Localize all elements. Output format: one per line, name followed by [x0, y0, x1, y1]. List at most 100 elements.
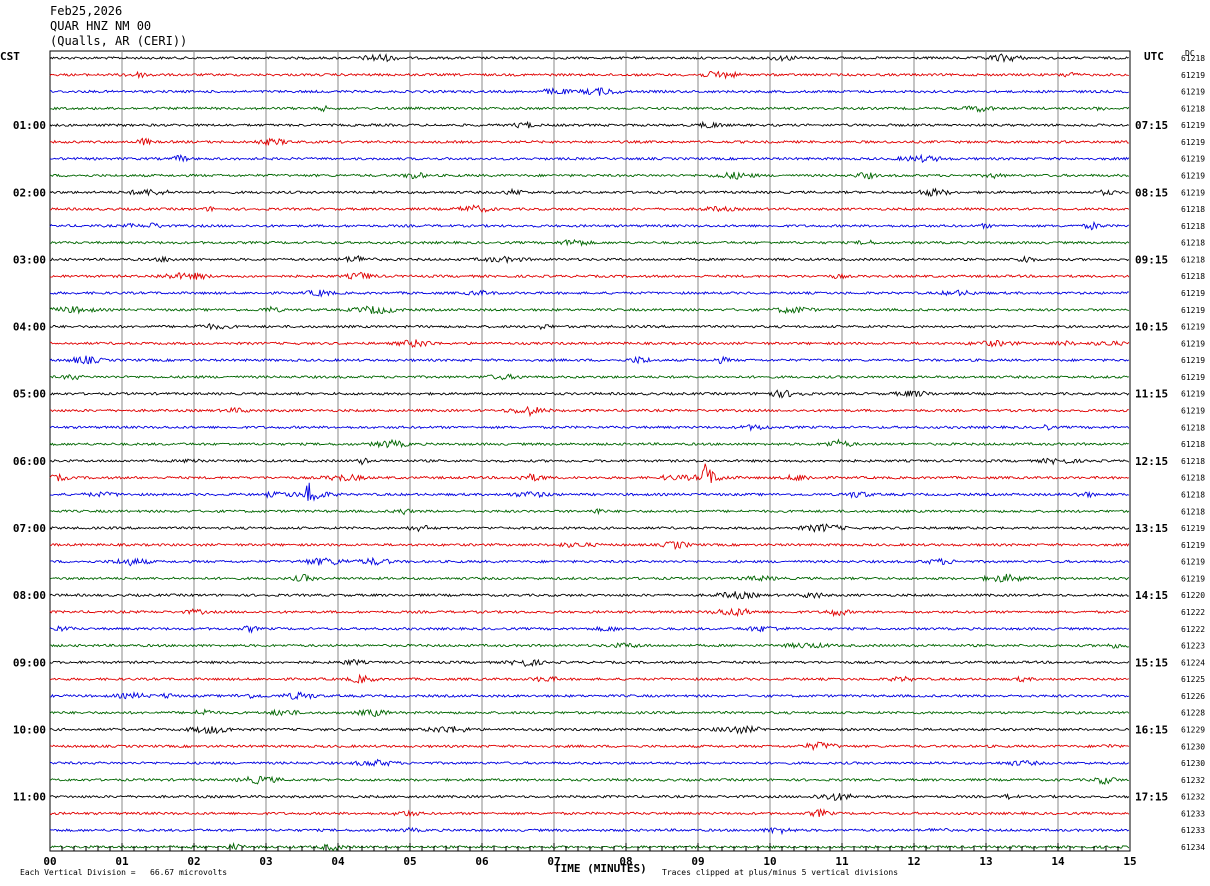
dc-offset-label: 61218 — [1181, 104, 1205, 113]
seismic-trace — [49, 171, 1130, 180]
seismic-trace — [49, 424, 1130, 432]
dc-offset-label: 61228 — [1181, 709, 1205, 718]
seismic-trace — [49, 137, 1129, 147]
right-hour-label: 16:15 — [1135, 723, 1168, 736]
seismic-trace — [49, 104, 1130, 113]
dc-offset-label: 61222 — [1181, 608, 1205, 617]
dc-offset-label: 61219 — [1181, 339, 1205, 348]
trace-group — [49, 53, 1130, 852]
seismic-trace — [49, 708, 1130, 718]
x-axis-title: TIME (MINUTES) — [554, 862, 647, 875]
seismic-trace — [49, 625, 1130, 634]
dc-offset-label: 61219 — [1181, 138, 1205, 147]
seismic-trace — [49, 438, 1129, 449]
dc-offset-label: 61219 — [1181, 407, 1205, 416]
right-hour-labels: 07:15 08:15 09:15 10:15 11:15 12:15 13:15 14:15… — [1135, 119, 1168, 803]
seismic-trace — [49, 405, 1129, 418]
dc-offset-label: 61224 — [1181, 658, 1205, 667]
dc-column-header: DC — [1185, 49, 1195, 58]
clip-note: Traces clipped at plus/minus 5 vertical … — [662, 868, 899, 877]
right-hour-label: 15:15 — [1135, 656, 1168, 669]
left-hour-label: 01:00 — [13, 119, 46, 132]
left-hour-label: 08:00 — [13, 589, 46, 602]
left-hour-label: 11:00 — [13, 791, 46, 804]
right-hour-label: 07:15 — [1135, 119, 1168, 132]
seismic-trace — [49, 541, 1130, 551]
seismic-trace — [49, 238, 1130, 247]
seismic-trace — [49, 641, 1129, 650]
dc-offset-label: 61226 — [1181, 692, 1205, 701]
x-tick-label: 07 — [547, 855, 560, 868]
dc-offset-label: 61218 — [1181, 255, 1205, 264]
dc-offset-label: 61219 — [1181, 356, 1205, 365]
seismic-trace — [49, 323, 1130, 331]
seismic-trace — [49, 691, 1129, 701]
left-hour-label: 03:00 — [13, 253, 46, 266]
seismic-trace — [49, 573, 1130, 583]
dc-offset-label: 61218 — [1181, 239, 1205, 248]
x-axis: 00 01 02 03 04 05 06 07 08 09 10 11 12 13 14 15 — [43, 843, 1137, 868]
left-hour-label: 07:00 — [13, 522, 46, 535]
dc-offset-label: 61218 — [1181, 54, 1205, 63]
seismic-trace — [49, 792, 1130, 801]
dc-offset-label: 61219 — [1181, 289, 1205, 298]
seismic-trace — [49, 724, 1130, 735]
dc-offset-label: 61230 — [1181, 742, 1205, 751]
seismic-trace — [49, 808, 1130, 818]
seismic-trace — [49, 463, 1130, 484]
seismic-trace — [49, 741, 1130, 752]
scale-note: Each Vertical Division = 66.67 microvolt… — [20, 868, 228, 877]
seismic-trace — [49, 339, 1130, 348]
right-hour-label: 10:15 — [1135, 321, 1168, 334]
x-tick-label: 04 — [331, 855, 345, 868]
dc-offset-label: 61219 — [1181, 88, 1205, 97]
left-hour-label: 04:00 — [13, 321, 46, 334]
seismic-trace — [49, 255, 1130, 265]
seismic-trace — [49, 220, 1129, 231]
dc-offset-label: 61219 — [1181, 306, 1205, 315]
seismic-trace — [49, 53, 1129, 64]
dc-offset-label: 61218 — [1181, 222, 1205, 231]
dc-offset-label: 61220 — [1181, 591, 1205, 600]
x-tick-label: 05 — [403, 855, 416, 868]
dc-offset-label: 61223 — [1181, 642, 1205, 651]
dc-offset-label: 61234 — [1181, 843, 1205, 852]
seismic-trace — [49, 70, 1129, 80]
seismic-trace — [49, 355, 1130, 365]
seismic-trace — [49, 373, 1129, 381]
seismic-trace — [49, 305, 1129, 315]
x-tick-label: 14 — [1051, 855, 1065, 868]
header-location: (Qualls, AR (CERI)) — [50, 34, 188, 48]
seismic-trace — [49, 590, 1129, 600]
right-hour-label: 09:15 — [1135, 253, 1168, 266]
dc-offset-label: 61218 — [1181, 474, 1205, 483]
x-tick-label: 11 — [835, 855, 849, 868]
dc-offset-label: 61219 — [1181, 155, 1205, 164]
dc-offset-label: 61218 — [1181, 272, 1205, 281]
dc-offset-label: 61232 — [1181, 776, 1205, 785]
dc-offset-label: 61218 — [1181, 490, 1205, 499]
right-hour-label: 17:15 — [1135, 791, 1168, 804]
seismic-trace — [49, 508, 1130, 516]
dc-offset-label: 61219 — [1181, 574, 1205, 583]
dc-offset-label: 61219 — [1181, 373, 1205, 382]
dc-offset-labels: 61218 61219 61219 61218 61219 61219 61219 61219… — [1181, 54, 1205, 852]
seismic-trace — [50, 758, 1129, 767]
seismic-trace — [49, 271, 1130, 281]
seismic-trace — [49, 482, 1130, 502]
x-tick-label: 08 — [619, 855, 632, 868]
left-hour-label: 09:00 — [13, 656, 46, 669]
seismic-trace — [49, 289, 1129, 298]
left-hour-labels: 01:00 02:00 03:00 04:00 05:00 06:00 07:00 08:00… — [13, 119, 46, 803]
left-hour-label: 02:00 — [13, 186, 46, 199]
seismic-trace — [49, 153, 1130, 164]
seismic-trace — [49, 204, 1130, 213]
x-tick-label: 02 — [187, 855, 200, 868]
left-timezone-label: CST — [0, 50, 20, 63]
dc-offset-label: 61218 — [1181, 507, 1205, 516]
seismic-trace — [49, 556, 1130, 567]
header-station: QUAR HNZ NM 00 — [50, 19, 152, 33]
x-tick-label: 09 — [691, 855, 704, 868]
dc-offset-label: 61222 — [1181, 625, 1205, 634]
